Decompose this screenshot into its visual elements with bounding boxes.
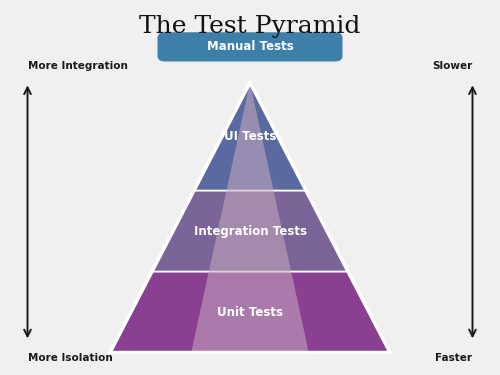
Text: Manual Tests: Manual Tests: [206, 40, 294, 53]
Text: Integration Tests: Integration Tests: [194, 225, 306, 237]
Text: Faster: Faster: [436, 353, 472, 363]
Polygon shape: [191, 82, 309, 352]
Text: More Isolation: More Isolation: [28, 353, 112, 363]
Text: Slower: Slower: [432, 61, 472, 70]
Polygon shape: [152, 190, 348, 272]
Text: UI Tests: UI Tests: [224, 130, 276, 143]
Text: More Integration: More Integration: [28, 61, 128, 70]
Text: Unit Tests: Unit Tests: [217, 306, 283, 318]
FancyBboxPatch shape: [158, 32, 342, 62]
Polygon shape: [194, 82, 306, 190]
Polygon shape: [110, 272, 390, 352]
Text: The Test Pyramid: The Test Pyramid: [140, 15, 360, 38]
